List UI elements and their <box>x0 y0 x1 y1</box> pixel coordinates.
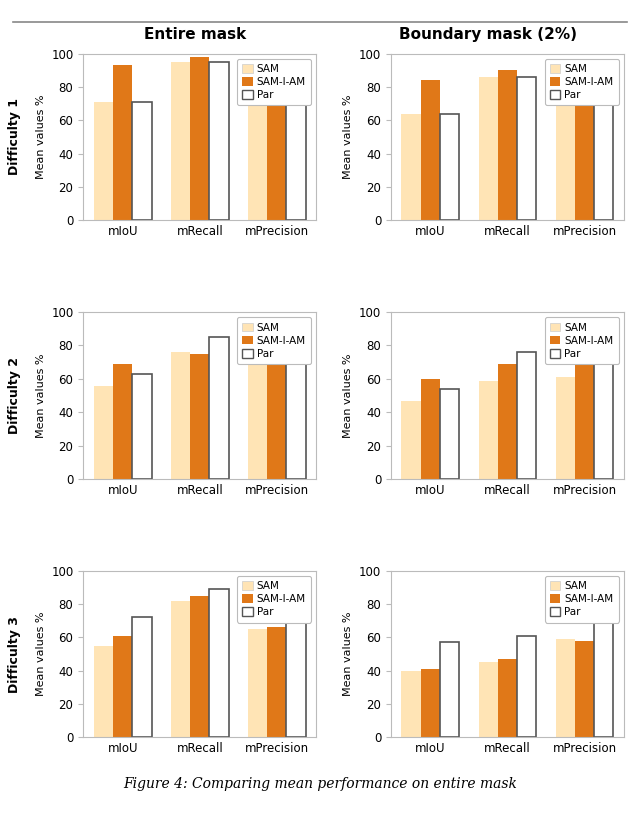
Bar <box>517 77 536 220</box>
Bar <box>479 662 498 737</box>
Bar <box>209 62 228 220</box>
Text: Entire mask: Entire mask <box>144 27 246 42</box>
Bar <box>171 601 190 737</box>
Bar <box>479 381 498 479</box>
Bar <box>498 659 517 737</box>
Bar <box>498 364 517 479</box>
Bar <box>479 77 498 220</box>
Bar <box>440 114 460 220</box>
Y-axis label: Mean values %: Mean values % <box>344 353 353 438</box>
Bar <box>113 364 132 479</box>
Bar <box>113 636 132 737</box>
Bar <box>575 641 594 737</box>
Bar <box>287 96 306 220</box>
Text: Difficulty 2: Difficulty 2 <box>8 357 20 434</box>
Bar <box>401 114 420 220</box>
Bar <box>440 643 460 737</box>
Bar <box>594 609 613 737</box>
Bar <box>401 400 420 479</box>
Bar <box>594 357 613 479</box>
Bar <box>248 364 267 479</box>
Legend: SAM, SAM-I-AM, Par: SAM, SAM-I-AM, Par <box>545 576 619 623</box>
Legend: SAM, SAM-I-AM, Par: SAM, SAM-I-AM, Par <box>237 59 311 105</box>
Y-axis label: Mean values %: Mean values % <box>344 612 353 696</box>
Bar <box>556 639 575 737</box>
Bar <box>190 57 209 220</box>
Bar <box>248 629 267 737</box>
Bar <box>440 389 460 479</box>
Bar <box>420 80 440 220</box>
Bar <box>575 94 594 220</box>
Bar <box>171 62 190 220</box>
Bar <box>594 104 613 220</box>
Y-axis label: Mean values %: Mean values % <box>344 95 353 179</box>
Bar <box>498 70 517 220</box>
Bar <box>94 646 113 737</box>
Bar <box>113 65 132 220</box>
Bar <box>190 596 209 737</box>
Legend: SAM, SAM-I-AM, Par: SAM, SAM-I-AM, Par <box>545 59 619 105</box>
Text: Difficulty 3: Difficulty 3 <box>8 616 20 692</box>
Bar <box>287 334 306 479</box>
Bar <box>420 379 440 479</box>
Text: Boundary mask (2%): Boundary mask (2%) <box>399 27 577 42</box>
Bar <box>517 636 536 737</box>
Bar <box>190 353 209 479</box>
Bar <box>132 617 152 737</box>
Bar <box>267 352 287 479</box>
Bar <box>267 627 287 737</box>
Bar <box>132 374 152 479</box>
Bar <box>517 352 536 479</box>
Y-axis label: Mean values %: Mean values % <box>36 353 45 438</box>
Bar <box>267 94 287 220</box>
Bar <box>209 589 228 737</box>
Bar <box>401 671 420 737</box>
Text: Figure 4: Comparing mean performance on entire mask: Figure 4: Comparing mean performance on … <box>123 778 517 791</box>
Legend: SAM, SAM-I-AM, Par: SAM, SAM-I-AM, Par <box>237 576 311 623</box>
Bar <box>248 96 267 220</box>
Bar <box>132 102 152 220</box>
Bar <box>420 669 440 737</box>
Bar <box>287 599 306 737</box>
Bar <box>94 386 113 479</box>
Bar <box>575 364 594 479</box>
Text: Difficulty 1: Difficulty 1 <box>8 98 20 176</box>
Bar <box>556 104 575 220</box>
Bar <box>94 102 113 220</box>
Legend: SAM, SAM-I-AM, Par: SAM, SAM-I-AM, Par <box>237 317 311 364</box>
Y-axis label: Mean values %: Mean values % <box>36 95 45 179</box>
Y-axis label: Mean values %: Mean values % <box>36 612 45 696</box>
Bar <box>171 352 190 479</box>
Legend: SAM, SAM-I-AM, Par: SAM, SAM-I-AM, Par <box>545 317 619 364</box>
Bar <box>209 337 228 479</box>
Bar <box>556 377 575 479</box>
